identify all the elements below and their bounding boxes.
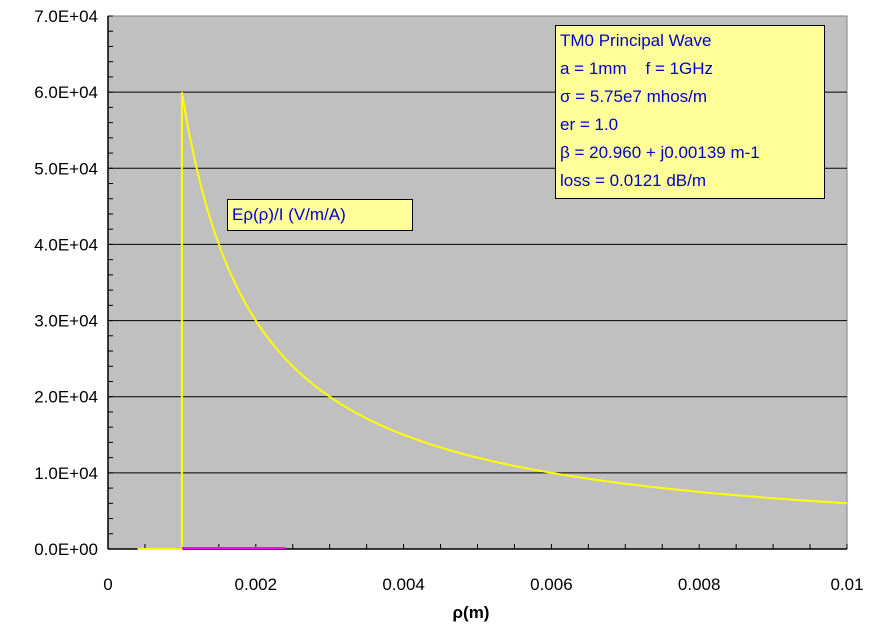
y-tick-label: 6.0E+04: [34, 83, 98, 102]
y-tick-label: 1.0E+04: [34, 464, 98, 483]
info-line: σ = 5.75e7 mhos/m: [560, 87, 708, 106]
info-line: a = 1mm f = 1GHz: [560, 59, 714, 78]
info-line: loss = 0.0121 dB/m: [560, 171, 707, 190]
series-label: Eρ(ρ)/I (V/m/A): [227, 199, 413, 231]
x-axis-label: ρ(m): [453, 603, 490, 622]
y-tick-label: 2.0E+04: [34, 388, 98, 407]
y-tick-label: 0.0E+00: [34, 540, 98, 559]
y-tick-label: 5.0E+04: [34, 159, 98, 178]
x-tick-label: 0.01: [830, 575, 863, 594]
x-tick-label: 0.006: [530, 575, 573, 594]
x-tick-label: 0: [103, 575, 112, 594]
info-line: TM0 Principal Wave: [560, 31, 712, 50]
info-box: TM0 Principal Wave a = 1mm f = 1GHz σ = …: [555, 25, 825, 199]
info-line: β = 20.960 + j0.00139 m-1: [560, 143, 760, 162]
series-line-e-rho: [137, 91, 848, 550]
x-tick-label: 0.008: [678, 575, 721, 594]
y-tick-label: 4.0E+04: [34, 235, 98, 254]
y-tick-label: 7.0E+04: [34, 7, 98, 26]
y-tick-label: 3.0E+04: [34, 312, 98, 331]
x-tick-label: 0.002: [235, 575, 278, 594]
info-line: er = 1.0: [560, 115, 619, 134]
x-tick-label: 0.004: [382, 575, 425, 594]
